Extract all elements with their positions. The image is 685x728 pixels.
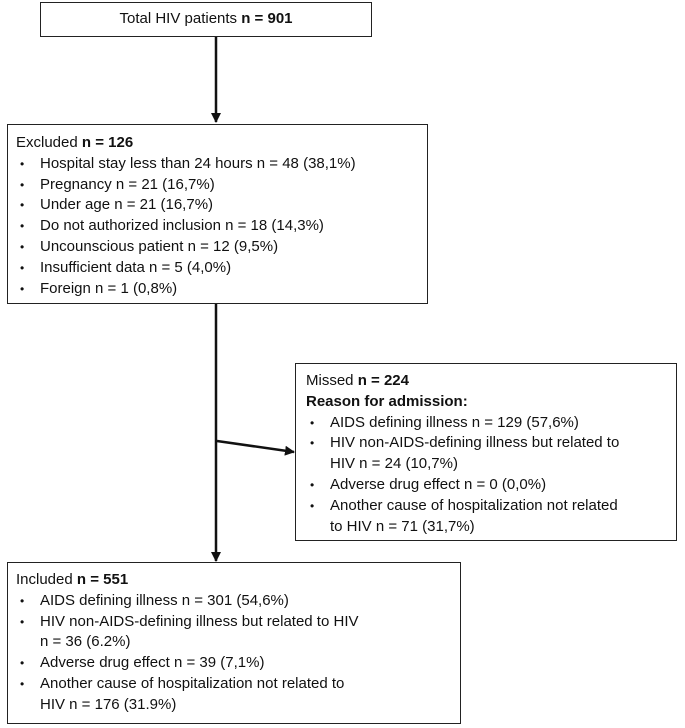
item-text: Hospital stay less than 24 hours n = 48 … — [40, 154, 356, 172]
item-text: HIV non-AIDS-defining illness but relate… — [40, 612, 359, 630]
list-item: Under age n = 21 (16,7%) — [16, 195, 427, 216]
header: Total HIV patients n = 901 — [41, 9, 371, 30]
item-text: Another cause of hospitalization not rel… — [40, 674, 345, 692]
list-item: Insufficient data n = 5 (4,0%) — [16, 258, 427, 279]
list-item: Adverse drug effect n = 0 (0,0%) — [306, 475, 676, 496]
header-label: Missed — [306, 372, 354, 389]
item-text: Uncounscious patient n = 12 (9,5%) — [40, 237, 279, 255]
list-item: AIDS defining illness n = 129 (57,6%) — [306, 413, 676, 434]
header: Missed n = 224 — [306, 371, 676, 392]
item-text: Insufficient data n = 5 (4,0%) — [40, 258, 232, 276]
arrow — [216, 439, 295, 456]
item-text: AIDS defining illness n = 129 (57,6%) — [330, 413, 579, 431]
list-item: Hospital stay less than 24 hours n = 48 … — [16, 154, 427, 175]
list-item: HIV non-AIDS-defining illness but relate… — [16, 612, 460, 654]
item-text: Do not authorized inclusion n = 18 (14,3… — [40, 217, 324, 235]
included-box: Included n = 551AIDS defining illness n … — [7, 562, 461, 724]
item-text: to HIV n = 71 (31,7%) — [330, 517, 475, 535]
list-item: Adverse drug effect n = 39 (7,1%) — [16, 653, 460, 674]
list-item: HIV non-AIDS-defining illness but relate… — [306, 433, 676, 475]
list-item: Foreign n = 1 (0,8%) — [16, 279, 427, 300]
item-text: Adverse drug effect n = 39 (7,1%) — [40, 654, 265, 672]
item-list: AIDS defining illness n = 301 (54,6%) HIV… — [16, 591, 460, 716]
item-text: Adverse drug effect n = 0 (0,0%) — [330, 475, 547, 493]
list-item: Do not authorized inclusion n = 18 (14,3… — [16, 216, 427, 237]
item-text: HIV n = 176 (31.9%) — [40, 695, 177, 713]
total-box: Total HIV patients n = 901 — [40, 2, 372, 37]
header: Excluded n = 126 — [16, 133, 427, 154]
header-label: Included — [16, 571, 73, 588]
header-label: Total HIV patients — [119, 10, 238, 27]
subheader: Reason for admission: — [306, 392, 468, 410]
list-item: Pregnancy n = 21 (16,7%) — [16, 175, 427, 196]
item-text: Foreign n = 1 (0,8%) — [40, 279, 178, 297]
header-count: n = 551 — [76, 571, 129, 588]
item-text: Under age n = 21 (16,7%) — [40, 196, 214, 214]
excluded-box: Excluded n = 126Hospital stay less than … — [7, 124, 428, 304]
header-label: Excluded — [16, 134, 78, 151]
header: Included n = 551 — [16, 570, 460, 591]
list-item: Another cause of hospitalization not rel… — [16, 674, 460, 716]
item-text: Pregnancy n = 21 (16,7%) — [40, 175, 215, 193]
header-count: n = 224 — [357, 372, 409, 389]
list-item: Another cause of hospitalization not rel… — [306, 496, 676, 538]
header-count: n = 126 — [81, 134, 134, 151]
item-text: AIDS defining illness n = 301 (54,6%) — [40, 591, 289, 609]
item-text: HIV n = 24 (10,7%) — [330, 455, 458, 473]
item-list: AIDS defining illness n = 129 (57,6%) HIV… — [306, 413, 676, 538]
item-list: Hospital stay less than 24 hours n = 48 … — [16, 154, 427, 300]
item-text: HIV non-AIDS-defining illness but relate… — [330, 434, 620, 452]
list-item: Uncounscious patient n = 12 (9,5%) — [16, 237, 427, 258]
item-text: Another cause of hospitalization not rel… — [330, 496, 618, 514]
item-text: n = 36 (6.2%) — [40, 633, 131, 651]
list-item: AIDS defining illness n = 301 (54,6%) — [16, 591, 460, 612]
header-count: n = 901 — [241, 10, 293, 27]
